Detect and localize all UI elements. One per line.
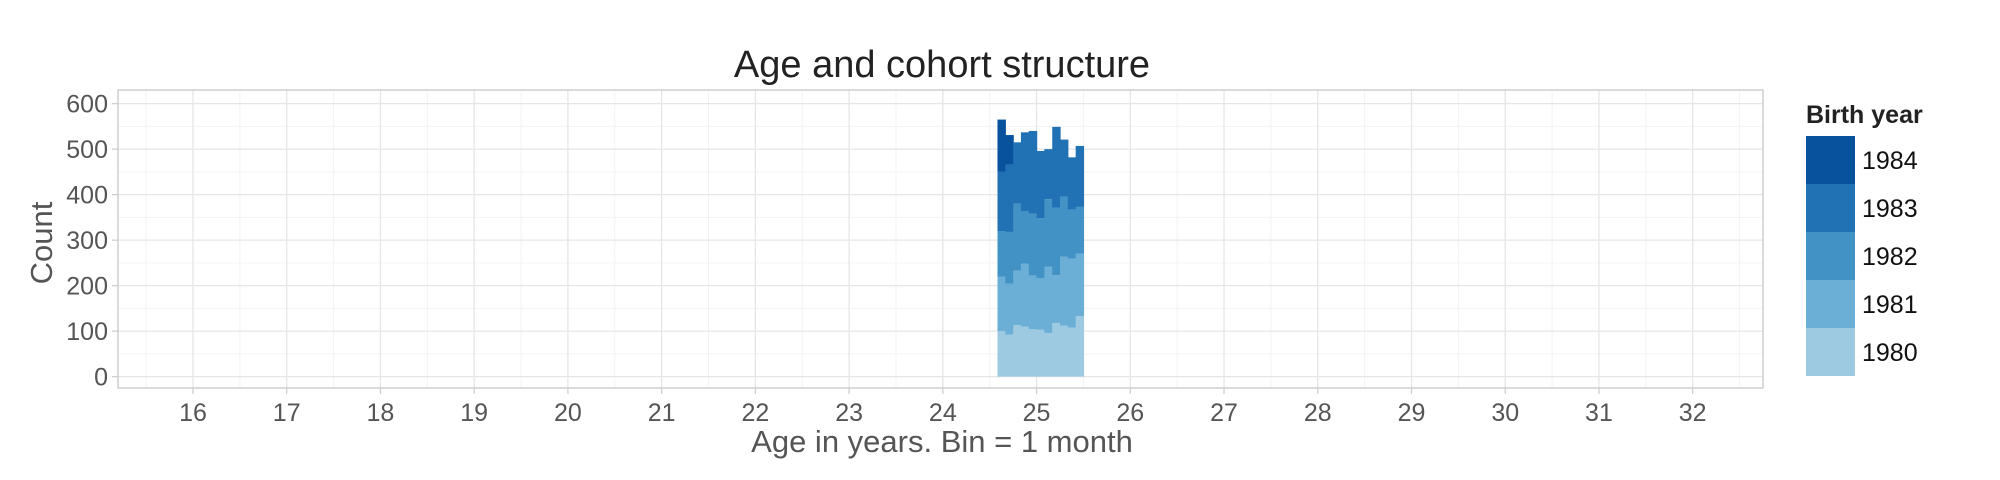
bar-segment-1981 bbox=[1005, 283, 1014, 335]
y-axis-ticks: 0 100 200 300 400 500 600 bbox=[66, 91, 118, 392]
bar-segment-1981 bbox=[997, 276, 1006, 332]
x-tick-label: 27 bbox=[1210, 399, 1238, 427]
y-tick-label: 100 bbox=[66, 318, 108, 346]
bar-segment-1981 bbox=[1075, 253, 1085, 317]
bar-segment-1980 bbox=[1060, 325, 1069, 377]
bar-segment-1983 bbox=[1052, 126, 1061, 208]
bar-segment-1980 bbox=[1067, 327, 1077, 377]
bar-segment-1981 bbox=[1028, 275, 1038, 330]
y-tick-label: 600 bbox=[66, 91, 108, 119]
bar-segment-1981 bbox=[1036, 278, 1045, 330]
x-tick-label: 24 bbox=[929, 399, 957, 427]
bar-segment-1982 bbox=[1005, 231, 1014, 284]
x-tick-label: 22 bbox=[741, 399, 769, 427]
y-tick-label: 0 bbox=[94, 364, 108, 392]
bar-segment-1982 bbox=[1052, 207, 1061, 276]
major-gridlines bbox=[118, 90, 1763, 388]
legend-title: Birth year bbox=[1806, 101, 1923, 129]
x-tick-label: 29 bbox=[1398, 399, 1426, 427]
x-tick-label: 26 bbox=[1116, 399, 1144, 427]
bar-segment-1983 bbox=[1067, 157, 1077, 210]
bar-segment-1983 bbox=[1020, 132, 1030, 212]
bar-segment-1982 bbox=[997, 231, 1006, 277]
y-axis-title: Count bbox=[24, 201, 59, 284]
bar-segment-1980 bbox=[1044, 332, 1053, 377]
bar-segment-1983 bbox=[1060, 139, 1069, 197]
x-tick-label: 32 bbox=[1679, 399, 1707, 427]
legend-key-1984 bbox=[1806, 136, 1855, 184]
bar-segment-1980 bbox=[1028, 329, 1038, 377]
bar-segment-1981 bbox=[1067, 258, 1077, 328]
bar-segment-1982 bbox=[1020, 211, 1030, 264]
minor-gridlines bbox=[118, 90, 1763, 388]
x-tick-label: 21 bbox=[648, 399, 676, 427]
bar-segment-1982 bbox=[1060, 196, 1069, 257]
legend-label-1982: 1982 bbox=[1862, 243, 1918, 271]
legend-label-1980: 1980 bbox=[1862, 339, 1918, 367]
bar-segment-1981 bbox=[1060, 256, 1069, 326]
bar-segment-1984 bbox=[997, 119, 1006, 172]
plot-background bbox=[118, 90, 1763, 388]
x-tick-label: 31 bbox=[1585, 399, 1613, 427]
y-tick-label: 300 bbox=[66, 227, 108, 255]
bar-segment-1980 bbox=[1052, 322, 1061, 377]
y-tick-label: 200 bbox=[66, 273, 108, 301]
y-tick-label: 500 bbox=[66, 136, 108, 164]
legend-key-1981 bbox=[1806, 280, 1855, 328]
legend-label-1983: 1983 bbox=[1862, 195, 1918, 223]
bar-segment-1982 bbox=[1075, 206, 1085, 254]
bar-segment-1983 bbox=[1075, 145, 1085, 207]
bar-segment-1981 bbox=[1044, 266, 1053, 333]
bar-segment-1983 bbox=[1036, 150, 1045, 219]
x-tick-label: 19 bbox=[460, 399, 488, 427]
x-tick-label: 18 bbox=[367, 399, 395, 427]
bar-segment-1981 bbox=[1020, 263, 1030, 327]
x-tick-label: 28 bbox=[1304, 399, 1332, 427]
x-axis-ticks: 16 17 18 19 20 21 22 23 24 25 26 27 28 29 30 31 32 bbox=[179, 388, 1707, 427]
bar-segment-1981 bbox=[1052, 275, 1061, 323]
bar-segment-1982 bbox=[1028, 213, 1038, 276]
bar-segment-1982 bbox=[1013, 203, 1022, 271]
chart-title: Age and cohort structure bbox=[734, 44, 1150, 86]
x-tick-label: 25 bbox=[1023, 399, 1051, 427]
x-tick-label: 23 bbox=[835, 399, 863, 427]
bar-segment-1982 bbox=[1067, 209, 1077, 259]
bar-segment-1980 bbox=[997, 331, 1006, 377]
plot-border bbox=[117, 89, 1764, 389]
legend-key-1983 bbox=[1806, 184, 1855, 232]
bar-segment-1983 bbox=[1028, 130, 1038, 214]
bar-segment-1983 bbox=[1044, 149, 1053, 200]
bar-segment-1982 bbox=[1036, 218, 1045, 279]
legend-key-1980 bbox=[1806, 328, 1855, 376]
bar-segment-1980 bbox=[1020, 326, 1030, 377]
bar-segment-1980 bbox=[1036, 329, 1045, 377]
x-tick-label: 16 bbox=[179, 399, 207, 427]
legend: Birth year 1984 1983 1982 1981 1980 bbox=[1806, 101, 1923, 376]
legend-key-1982 bbox=[1806, 232, 1855, 280]
bars bbox=[997, 119, 1085, 377]
x-axis-title: Age in years. Bin = 1 month bbox=[751, 424, 1133, 459]
y-tick-label: 400 bbox=[66, 182, 108, 210]
x-tick-label: 30 bbox=[1491, 399, 1519, 427]
bar-segment-1980 bbox=[1005, 334, 1014, 377]
plot-panel bbox=[117, 89, 1764, 389]
bar-segment-1983 bbox=[997, 171, 1006, 232]
legend-label-1984: 1984 bbox=[1862, 147, 1918, 175]
legend-label-1981: 1981 bbox=[1862, 291, 1918, 319]
x-tick-label: 17 bbox=[273, 399, 301, 427]
x-tick-label: 20 bbox=[554, 399, 582, 427]
legend-items: 1984 1983 1982 1981 1980 bbox=[1806, 136, 1918, 376]
bar-segment-1980 bbox=[1013, 325, 1022, 377]
bar-segment-1981 bbox=[1013, 270, 1022, 326]
bar-segment-1983 bbox=[1013, 142, 1022, 204]
bar-segment-1982 bbox=[1044, 199, 1053, 267]
bar-segment-1984 bbox=[1005, 135, 1014, 165]
bar-segment-1980 bbox=[1075, 316, 1085, 377]
bar-segment-1983 bbox=[1005, 164, 1014, 232]
